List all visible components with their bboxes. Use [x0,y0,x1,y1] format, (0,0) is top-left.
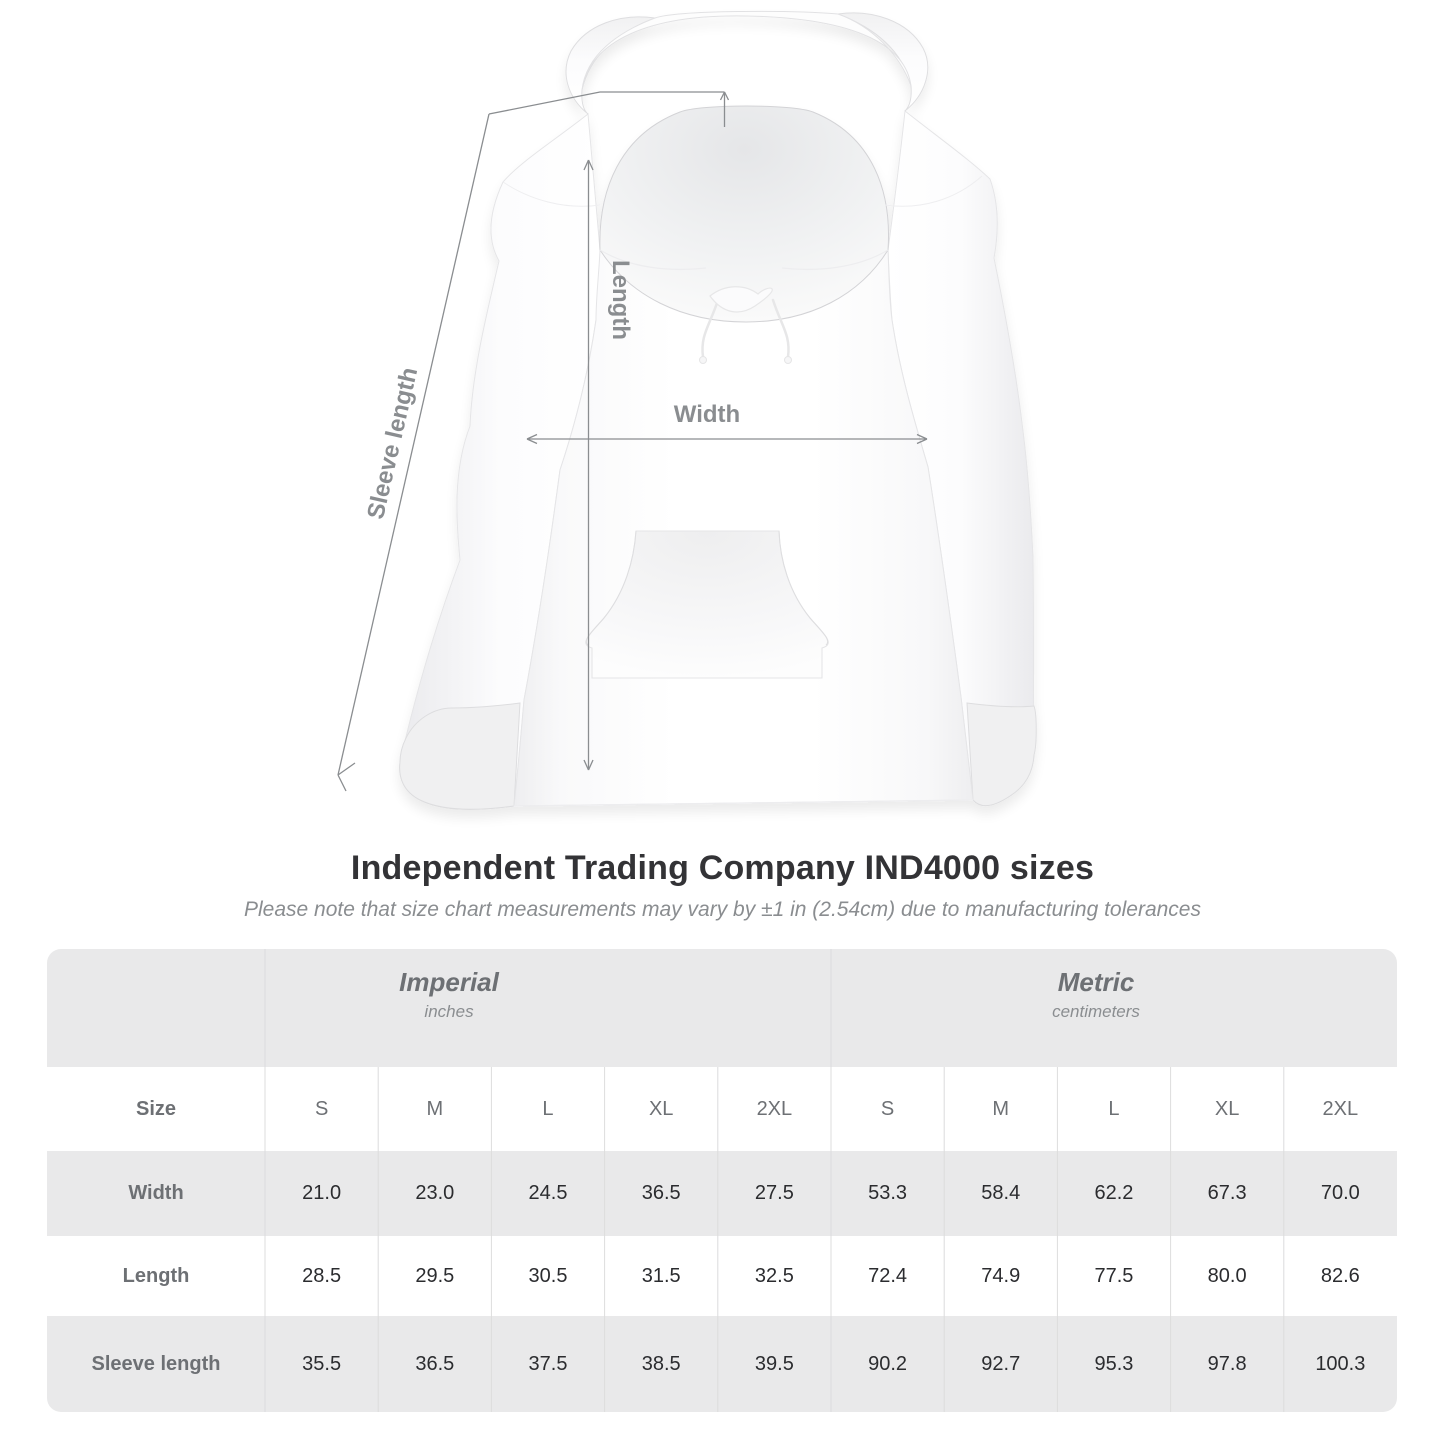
svg-text:Width: Width [674,401,740,428]
svg-text:Length: Length [607,260,634,340]
